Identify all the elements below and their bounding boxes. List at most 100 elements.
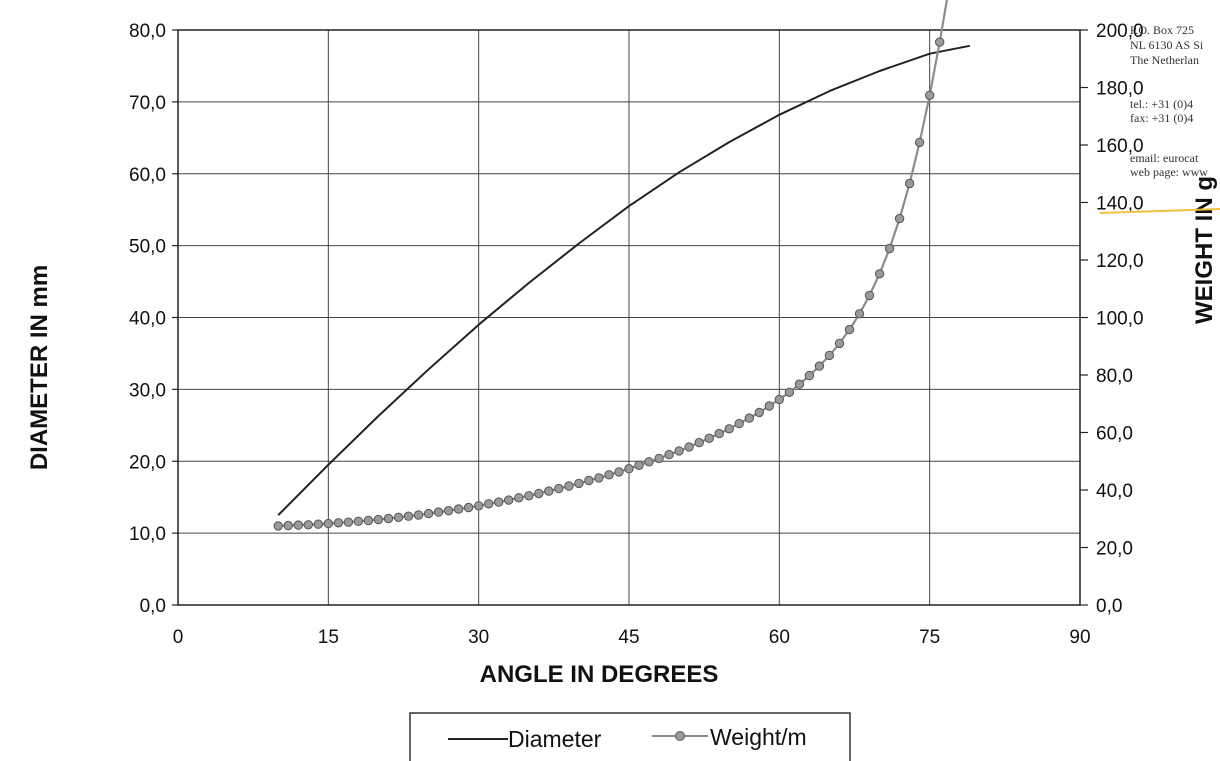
x-tick-label: 15 xyxy=(318,627,339,648)
weight-point xyxy=(293,520,303,530)
y2-tick-label: 140,0 xyxy=(1096,194,1144,215)
weight-point xyxy=(714,428,724,439)
weight-point xyxy=(864,290,875,301)
series-diameter xyxy=(277,44,970,516)
x-tick-label: 0 xyxy=(173,627,184,648)
weight-point xyxy=(363,515,374,526)
letterhead-line: web page: www xyxy=(1130,165,1208,179)
y2-tick-label: 100,0 xyxy=(1096,309,1144,330)
y-tick-label: 50,0 xyxy=(129,237,166,258)
weight-point xyxy=(343,517,354,527)
letterhead-line: NL 6130 AS Si xyxy=(1130,38,1204,52)
y2-tick-label: 40,0 xyxy=(1096,481,1133,502)
diameter-line xyxy=(277,44,970,516)
y-tick-label: 80,0 xyxy=(129,21,166,42)
weight-point xyxy=(584,475,594,486)
weight-point xyxy=(373,514,384,525)
weight-point xyxy=(704,433,714,443)
letterhead-line: fax: +31 (0)4 xyxy=(1130,111,1193,125)
weight-point xyxy=(443,506,454,516)
y-tick-label: 40,0 xyxy=(129,309,166,330)
weight-point xyxy=(504,495,514,505)
x-tick-label: 90 xyxy=(1069,627,1090,648)
x-tick-label: 30 xyxy=(468,627,489,648)
x-tick-label: 60 xyxy=(769,627,790,648)
weight-point xyxy=(814,361,825,371)
weight-point xyxy=(764,401,774,411)
weight-point xyxy=(283,520,293,531)
weight-point xyxy=(794,379,805,389)
y-tick-label: 70,0 xyxy=(129,93,166,114)
weight-point xyxy=(664,449,674,460)
weight-point xyxy=(453,504,464,514)
y-tick-label: 20,0 xyxy=(129,452,166,473)
weight-point xyxy=(494,497,504,507)
weight-point xyxy=(925,90,935,101)
y2-tick-label: 160,0 xyxy=(1096,136,1144,157)
weight-point xyxy=(433,507,444,517)
weight-point xyxy=(544,486,554,496)
weight-point xyxy=(554,483,564,494)
y2-tick-labels: 0,0 20,0 40,0 60,0 80,0 100,0 120,0 140,0 160,0 1… xyxy=(1096,21,1144,617)
weight-point xyxy=(634,460,644,470)
y2-axis-title: WEIGHT IN g xyxy=(1191,176,1218,324)
weight-point xyxy=(514,493,524,503)
weight-point xyxy=(674,446,684,456)
weight-point xyxy=(724,424,734,434)
weight-point xyxy=(884,243,895,254)
weight-point xyxy=(524,491,534,501)
weight-point xyxy=(774,394,784,405)
weight-point xyxy=(874,269,885,279)
weight-point xyxy=(333,518,344,528)
weight-point xyxy=(614,467,624,477)
weight-point xyxy=(644,457,654,467)
x-tick-labels: 0 15 30 45 60 75 90 xyxy=(173,627,1091,648)
y2-tick-label: 200,0 xyxy=(1096,21,1144,42)
weight-point xyxy=(564,481,574,491)
series xyxy=(273,0,970,531)
weight-point xyxy=(854,309,865,319)
weight-point xyxy=(654,453,664,464)
axes xyxy=(172,29,1088,606)
y-tick-label: 0,0 xyxy=(140,596,166,617)
letterhead-line: The Netherlan xyxy=(1130,53,1199,67)
weight-point xyxy=(594,473,604,483)
letterhead-line: P.O. Box 725 xyxy=(1130,23,1194,37)
weight-point xyxy=(353,516,364,526)
weight-point xyxy=(935,37,945,47)
weight-point xyxy=(484,499,494,509)
letterhead-line: tel.: +31 (0)4 xyxy=(1130,97,1193,111)
weight-point xyxy=(534,488,544,499)
legend-swatch-weight-marker xyxy=(675,731,685,741)
weight-point xyxy=(834,338,845,349)
weight-point xyxy=(474,501,484,511)
weight-point xyxy=(824,350,835,361)
weight-point xyxy=(393,512,404,522)
weight-line xyxy=(278,0,949,527)
series-weight xyxy=(273,0,949,531)
weight-point xyxy=(313,519,323,529)
y-tick-label: 10,0 xyxy=(129,524,166,545)
weight-point xyxy=(894,213,905,224)
weight-point xyxy=(844,324,855,335)
weight-point xyxy=(413,510,424,520)
y-axis-title: DIAMETER IN mm xyxy=(26,265,53,470)
weight-point xyxy=(624,464,634,474)
weight-point xyxy=(604,470,614,480)
y-tick-label: 60,0 xyxy=(129,165,166,186)
letterhead-line: email: eurocat xyxy=(1130,151,1199,165)
weight-point xyxy=(744,413,754,423)
weight-point xyxy=(684,442,694,452)
weight-point xyxy=(784,387,795,397)
weight-point xyxy=(574,478,584,489)
weight-point xyxy=(423,508,434,519)
y2-tick-label: 80,0 xyxy=(1096,366,1133,387)
y2-tick-label: 0,0 xyxy=(1096,596,1122,617)
legend: Diameter Weight/m xyxy=(409,712,851,761)
x-tick-label: 45 xyxy=(618,627,639,648)
x-axis-title: ANGLE IN DEGREES xyxy=(480,661,719,688)
legend-label-weight: Weight/m xyxy=(710,724,807,750)
weight-point xyxy=(403,511,414,521)
